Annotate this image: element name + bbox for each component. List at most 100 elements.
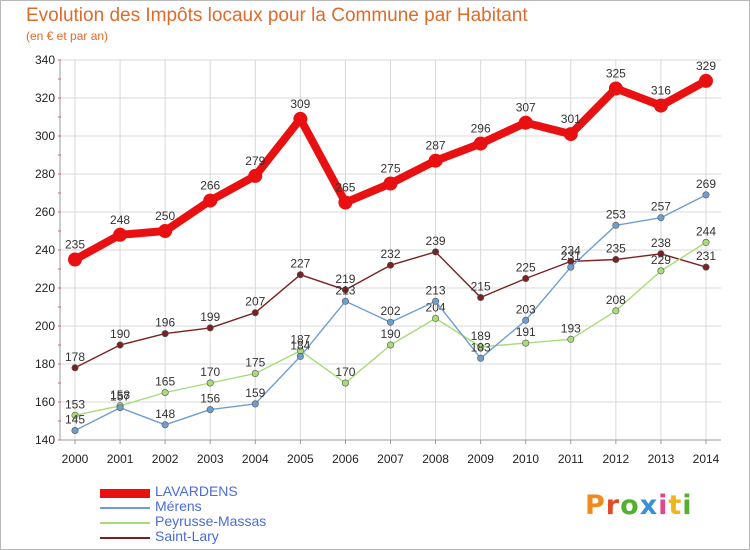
data-point xyxy=(341,297,349,305)
data-label: 287 xyxy=(426,139,446,153)
data-label: 165 xyxy=(155,375,175,389)
data-label: 213 xyxy=(335,283,355,297)
data-point xyxy=(338,195,353,210)
logo-letter: o xyxy=(620,490,640,521)
data-point xyxy=(71,411,79,419)
y-tick-label: 140 xyxy=(35,433,55,447)
data-label: 309 xyxy=(290,97,310,111)
legend-item: Saint-Lary xyxy=(100,528,360,545)
data-point xyxy=(206,379,214,387)
data-label: 158 xyxy=(110,388,130,402)
data-label: 248 xyxy=(110,213,130,227)
data-label: 231 xyxy=(561,249,581,263)
x-tick-label: 2008 xyxy=(422,452,449,466)
data-point xyxy=(612,221,620,229)
y-tick-label: 340 xyxy=(35,53,55,67)
data-label: 244 xyxy=(696,224,716,238)
data-point xyxy=(71,426,79,434)
data-label: 301 xyxy=(561,112,581,126)
x-tick-label: 2013 xyxy=(648,452,675,466)
data-point xyxy=(522,274,530,282)
data-point xyxy=(567,335,575,343)
data-point xyxy=(68,252,82,267)
legend-swatch xyxy=(100,507,150,509)
logo-letter: P xyxy=(585,490,606,521)
x-tick-label: 2014 xyxy=(693,452,720,466)
x-tick-label: 2006 xyxy=(332,452,359,466)
data-point xyxy=(432,297,440,305)
legend-label: LAVARDENS xyxy=(155,483,238,499)
data-label: 203 xyxy=(516,302,536,316)
data-label: 178 xyxy=(65,350,85,364)
data-label: 208 xyxy=(606,293,626,307)
data-label: 157 xyxy=(110,390,130,404)
data-label: 187 xyxy=(290,333,310,347)
data-label: 159 xyxy=(245,386,265,400)
legend-label: Saint-Lary xyxy=(155,528,219,544)
x-tick-label: 2002 xyxy=(152,452,179,466)
data-point xyxy=(522,339,530,347)
data-label: 238 xyxy=(651,236,671,250)
data-point xyxy=(657,267,665,275)
data-label: 190 xyxy=(380,327,400,341)
data-label: 190 xyxy=(110,327,130,341)
legend-item: Peyrusse-Massas xyxy=(100,513,360,530)
data-label: 307 xyxy=(516,101,536,115)
data-label: 257 xyxy=(651,200,671,214)
data-label: 170 xyxy=(200,365,220,379)
y-tick-label: 300 xyxy=(35,129,55,143)
logo-letter: i xyxy=(658,490,669,521)
data-label: 189 xyxy=(471,329,491,343)
x-tick-label: 2004 xyxy=(242,452,269,466)
logo-letter: x xyxy=(639,490,659,521)
data-point xyxy=(477,354,485,362)
data-point xyxy=(567,263,575,271)
legend-label: Mérens xyxy=(155,498,202,514)
data-label: 225 xyxy=(516,261,536,275)
data-label: 184 xyxy=(290,338,310,352)
data-label: 183 xyxy=(471,340,491,354)
data-point xyxy=(296,271,304,279)
data-label: 279 xyxy=(245,154,265,168)
data-label: 170 xyxy=(335,365,355,379)
data-label: 235 xyxy=(606,242,626,256)
data-point xyxy=(206,324,214,332)
data-label: 191 xyxy=(516,325,536,339)
data-label: 213 xyxy=(426,283,446,297)
x-tick-label: 2001 xyxy=(107,452,134,466)
x-tick-label: 2005 xyxy=(287,452,314,466)
x-tick-label: 2011 xyxy=(558,452,584,466)
legend-item: Mérens xyxy=(100,498,360,515)
data-label: 219 xyxy=(335,272,355,286)
data-label: 239 xyxy=(426,234,446,248)
data-label: 199 xyxy=(200,310,220,324)
y-tick-label: 320 xyxy=(35,91,55,105)
data-label: 231 xyxy=(696,249,716,263)
data-point xyxy=(161,330,169,338)
data-label: 229 xyxy=(651,253,671,267)
x-tick-label: 2010 xyxy=(512,452,539,466)
data-point xyxy=(522,316,530,324)
data-point xyxy=(702,263,710,271)
data-point xyxy=(248,168,263,183)
data-label: 227 xyxy=(290,257,310,271)
proxiti-logo: Proxiti xyxy=(585,490,693,521)
data-point xyxy=(206,406,214,414)
y-tick-label: 260 xyxy=(35,205,55,219)
x-tick-label: 2003 xyxy=(197,452,224,466)
legend-swatch xyxy=(100,537,150,539)
y-tick-label: 180 xyxy=(35,357,55,371)
data-point xyxy=(657,250,665,258)
data-label: 145 xyxy=(65,413,85,427)
data-label: 207 xyxy=(245,295,265,309)
data-point xyxy=(477,343,485,351)
data-label: 235 xyxy=(65,238,85,252)
data-point xyxy=(113,227,128,242)
data-label: 296 xyxy=(471,122,491,136)
x-tick-label: 2009 xyxy=(467,452,494,466)
data-point xyxy=(251,400,259,408)
legend-swatch xyxy=(100,488,150,498)
data-point xyxy=(158,224,173,238)
data-point xyxy=(203,193,218,208)
data-point xyxy=(341,379,349,387)
